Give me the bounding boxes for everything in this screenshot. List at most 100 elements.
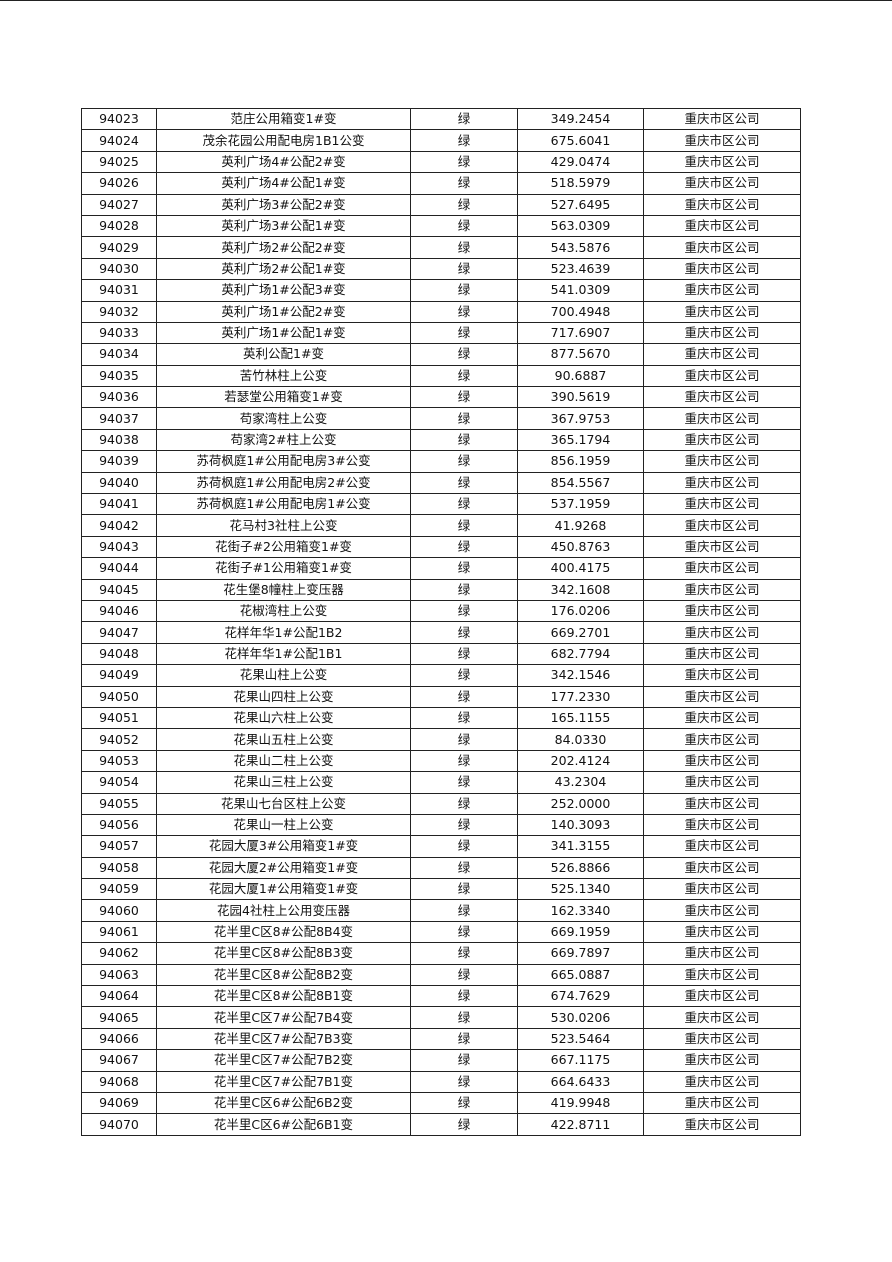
value-cell: 856.1959	[517, 450, 644, 473]
status-cell: 绿	[410, 514, 518, 537]
company-cell: 重庆市区公司	[643, 1113, 801, 1136]
table-row: 94048 花样年华1#公配1B1 绿 682.7794 重庆市区公司	[81, 642, 801, 666]
company-cell: 重庆市区公司	[643, 514, 801, 537]
name-cell: 花半里C区6#公配6B2变	[156, 1091, 411, 1115]
company-cell: 重庆市区公司	[643, 428, 801, 452]
table-row: 94025 英利广场4#公配2#变绿 429.0474 重庆市区公司	[81, 150, 801, 174]
status-cell: 绿	[410, 1027, 518, 1051]
table-row: 94058 花园大厦2#公用箱变1#变绿 526.8866 重庆市区公司	[81, 856, 801, 880]
status-cell: 绿	[410, 599, 518, 623]
table-row: 94053 花果山二柱上公变绿 202.4124 重庆市区公司	[81, 749, 801, 773]
value-cell: 527.6495	[517, 193, 644, 216]
name-cell: 花园大厦3#公用箱变1#变	[156, 835, 411, 858]
value-cell: 664.6433	[517, 1070, 644, 1093]
value-cell: 165.1155	[517, 706, 644, 730]
table-row: 94038 苟家湾2#柱上公变绿 365.1794 重庆市区公司	[81, 428, 801, 452]
name-cell: 苏荷枫庭1#公用配电房2#公变	[156, 471, 411, 495]
value-cell: 674.7629	[517, 985, 644, 1008]
status-cell: 绿	[410, 813, 518, 837]
table-row: 94063 花半里C区8#公配8B2变绿 665.0887 重庆市区公司	[81, 963, 801, 987]
name-cell: 茂余花园公用配电房1B1公变	[156, 129, 411, 152]
id-cell: 94039	[81, 450, 157, 473]
status-cell: 绿	[410, 1070, 518, 1093]
name-cell: 英利广场4#公配1#变	[156, 172, 411, 195]
id-cell: 94066	[81, 1027, 157, 1051]
status-cell: 绿	[410, 364, 518, 388]
value-cell: 400.4175	[517, 557, 644, 580]
status-cell: 绿	[410, 749, 518, 773]
name-cell: 英利广场2#公配2#变	[156, 236, 411, 259]
value-cell: 84.0330	[517, 728, 644, 751]
table-row: 94027 英利广场3#公配2#变绿 527.6495 重庆市区公司	[81, 193, 801, 216]
company-cell: 重庆市区公司	[643, 557, 801, 580]
id-cell: 94068	[81, 1070, 157, 1093]
id-cell: 94040	[81, 471, 157, 495]
id-cell: 94048	[81, 642, 157, 666]
status-cell: 绿	[410, 236, 518, 259]
name-cell: 花园大厦1#公用箱变1#变	[156, 878, 411, 901]
name-cell: 花生堡8幢柱上变压器	[156, 578, 411, 601]
name-cell: 花果山柱上公变	[156, 664, 411, 687]
id-cell: 94023	[81, 107, 157, 131]
value-cell: 419.9948	[517, 1091, 644, 1115]
table-row: 94031 英利广场1#公配3#变绿 541.0309 重庆市区公司	[81, 279, 801, 302]
id-cell: 94064	[81, 985, 157, 1008]
name-cell: 花果山一柱上公变	[156, 813, 411, 837]
id-cell: 94050	[81, 685, 157, 708]
status-cell: 绿	[410, 1091, 518, 1115]
company-cell: 重庆市区公司	[643, 386, 801, 409]
status-cell: 绿	[410, 321, 518, 345]
table-row: 94070 花半里C区6#公配6B1变绿 422.8711 重庆市区公司	[81, 1113, 801, 1136]
page-top-border	[0, 0, 892, 1]
company-cell: 重庆市区公司	[643, 920, 801, 944]
value-cell: 667.1175	[517, 1049, 644, 1072]
table-row: 94062 花半里C区8#公配8B3变绿 669.7897 重庆市区公司	[81, 942, 801, 965]
name-cell: 苟家湾柱上公变	[156, 407, 411, 430]
value-cell: 365.1794	[517, 428, 644, 452]
value-cell: 526.8866	[517, 856, 644, 880]
value-cell: 518.5979	[517, 172, 644, 195]
name-cell: 苟家湾2#柱上公变	[156, 428, 411, 452]
table-row: 94051 花果山六柱上公变绿 165.1155 重庆市区公司	[81, 706, 801, 730]
name-cell: 花半里C区7#公配7B1变	[156, 1070, 411, 1093]
status-cell: 绿	[410, 172, 518, 195]
table-row: 94061 花半里C区8#公配8B4变绿 669.1959 重庆市区公司	[81, 920, 801, 944]
value-cell: 43.2304	[517, 771, 644, 794]
value-cell: 669.1959	[517, 920, 644, 944]
name-cell: 花果山五柱上公变	[156, 728, 411, 751]
name-cell: 英利广场1#公配2#变	[156, 300, 411, 323]
table-row: 94037 苟家湾柱上公变绿 367.9753 重庆市区公司	[81, 407, 801, 430]
table-row: 94029 英利广场2#公配2#变绿 543.5876 重庆市区公司	[81, 236, 801, 259]
id-cell: 94052	[81, 728, 157, 751]
value-cell: 525.1340	[517, 878, 644, 901]
value-cell: 717.6907	[517, 321, 644, 345]
status-cell: 绿	[410, 1113, 518, 1136]
status-cell: 绿	[410, 450, 518, 473]
value-cell: 537.1959	[517, 493, 644, 516]
table-row: 94032 英利广场1#公配2#变绿 700.4948 重庆市区公司	[81, 300, 801, 323]
table-row: 94055 花果山七台区柱上公变绿 252.0000 重庆市区公司	[81, 792, 801, 815]
id-cell: 94025	[81, 150, 157, 174]
status-cell: 绿	[410, 685, 518, 708]
name-cell: 花果山三柱上公变	[156, 771, 411, 794]
value-cell: 543.5876	[517, 236, 644, 259]
status-cell: 绿	[410, 535, 518, 559]
status-cell: 绿	[410, 257, 518, 281]
id-cell: 94051	[81, 706, 157, 730]
status-cell: 绿	[410, 1006, 518, 1029]
company-cell: 重庆市区公司	[643, 878, 801, 901]
name-cell: 英利广场3#公配2#变	[156, 193, 411, 216]
name-cell: 英利公配1#变	[156, 343, 411, 366]
value-cell: 669.2701	[517, 621, 644, 644]
company-cell: 重庆市区公司	[643, 364, 801, 388]
table-row: 94024 茂余花园公用配电房1B1公变绿 675.6041 重庆市区公司	[81, 129, 801, 152]
value-cell: 90.6887	[517, 364, 644, 388]
name-cell: 若瑟堂公用箱变1#变	[156, 386, 411, 409]
status-cell: 绿	[410, 792, 518, 815]
company-cell: 重庆市区公司	[643, 728, 801, 751]
value-cell: 530.0206	[517, 1006, 644, 1029]
value-cell: 877.5670	[517, 343, 644, 366]
id-cell: 94026	[81, 172, 157, 195]
value-cell: 177.2330	[517, 685, 644, 708]
id-cell: 94060	[81, 899, 157, 922]
